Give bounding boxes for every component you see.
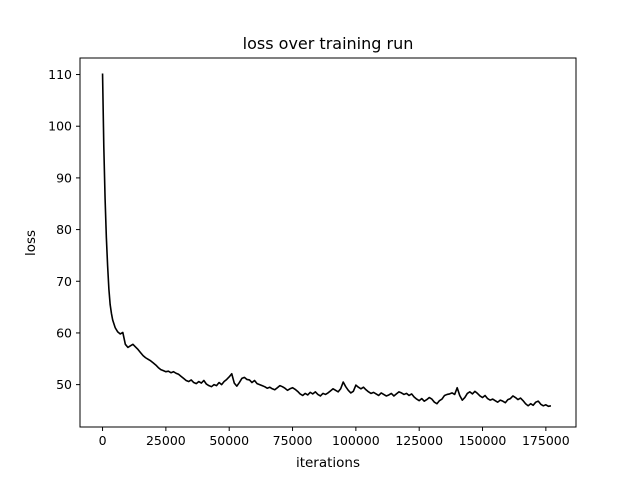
x-tick-label: 75000: [273, 433, 313, 448]
y-tick-label: 60: [56, 325, 72, 340]
x-tick-label: 25000: [146, 433, 186, 448]
x-tick-label: 100000: [332, 433, 380, 448]
x-axis: 0 25000 50000 75000 100000 125000 150000 175000: [99, 427, 570, 448]
y-tick-label: 50: [56, 377, 72, 392]
plot-frame: [79, 57, 577, 428]
y-tick-label: 100: [48, 119, 72, 134]
x-tick-label: 175000: [522, 433, 570, 448]
y-axis-label: loss: [23, 230, 39, 256]
y-tick-label: 90: [56, 170, 72, 185]
x-axis-label: iterations: [296, 455, 360, 471]
y-axis: 50 60 70 80 90 100 110: [48, 67, 80, 392]
x-tick-label: 0: [99, 433, 107, 448]
x-tick-label: 125000: [395, 433, 443, 448]
y-tick-label: 80: [56, 222, 72, 237]
loss-series-line: [101, 73, 552, 408]
y-tick-label: 70: [56, 274, 72, 289]
plot-area: [101, 73, 552, 408]
x-tick-label: 150000: [459, 433, 507, 448]
x-tick-label: 50000: [209, 433, 249, 448]
chart-title: loss over training run: [243, 34, 414, 53]
y-tick-label: 110: [48, 67, 72, 82]
